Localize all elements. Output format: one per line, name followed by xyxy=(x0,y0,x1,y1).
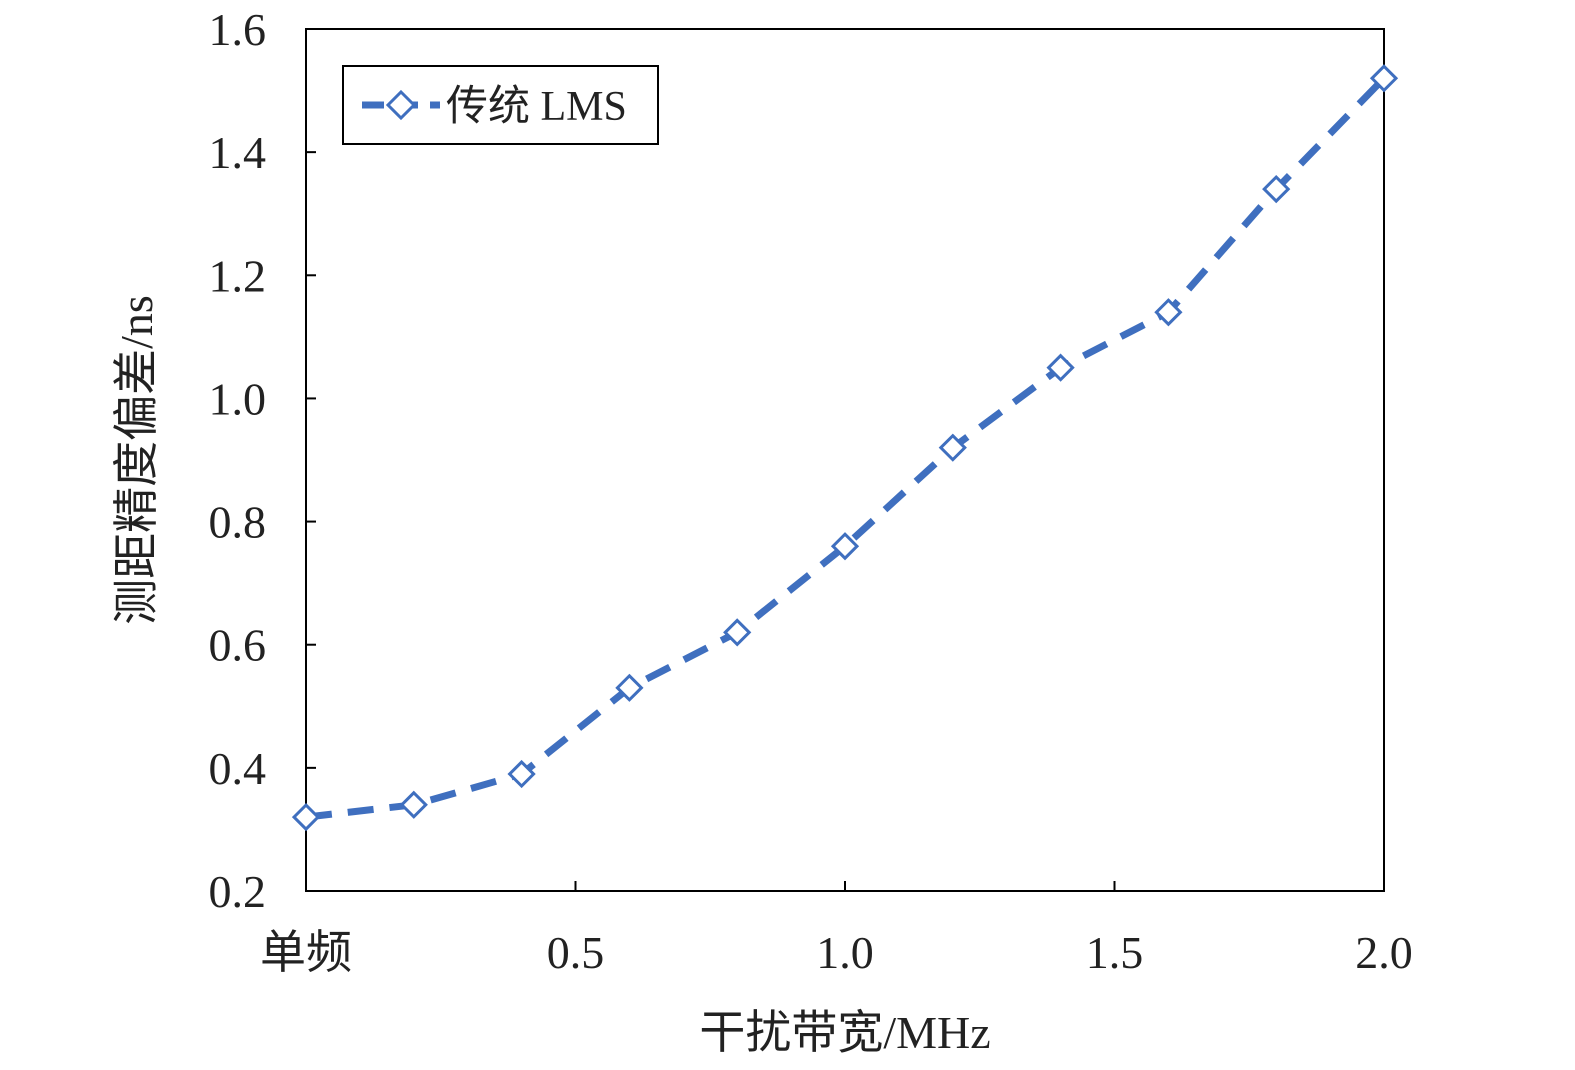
y-tick-label: 0.8 xyxy=(209,497,267,548)
data-point xyxy=(723,618,752,647)
x-tick-label: 单频 xyxy=(260,927,352,978)
data-point xyxy=(399,790,428,819)
x-tick-label: 2.0 xyxy=(1355,927,1413,978)
legend-label: 传统 LMS xyxy=(446,84,627,130)
x-tick-label: 0.5 xyxy=(547,927,605,978)
data-point xyxy=(830,532,860,561)
y-tick-label: 1.0 xyxy=(209,373,267,424)
y-tick-label: 0.2 xyxy=(209,866,267,917)
series-line xyxy=(305,75,1387,821)
x-axis-title: 干扰带宽/MHz xyxy=(699,1007,990,1058)
y-tick-label: 1.4 xyxy=(209,127,267,178)
x-tick-label: 1.0 xyxy=(816,927,874,978)
data-point xyxy=(615,673,644,702)
y-axis-title: 测距精度偏差/ns xyxy=(111,295,162,625)
plot-frame xyxy=(305,28,1385,892)
x-tick-label: 1.5 xyxy=(1086,927,1144,978)
data-point xyxy=(1369,64,1399,93)
y-tick-label: 0.6 xyxy=(209,620,267,671)
y-tick-label: 1.6 xyxy=(209,4,267,55)
data-point xyxy=(507,759,536,789)
data-point xyxy=(938,433,967,462)
y-tick-label: 0.4 xyxy=(209,743,267,794)
data-point xyxy=(1046,353,1075,382)
legend-marker xyxy=(385,89,417,121)
y-tick-label: 1.2 xyxy=(209,250,267,301)
data-point xyxy=(1154,298,1183,327)
data-point xyxy=(1262,174,1291,204)
data-point xyxy=(291,802,321,832)
